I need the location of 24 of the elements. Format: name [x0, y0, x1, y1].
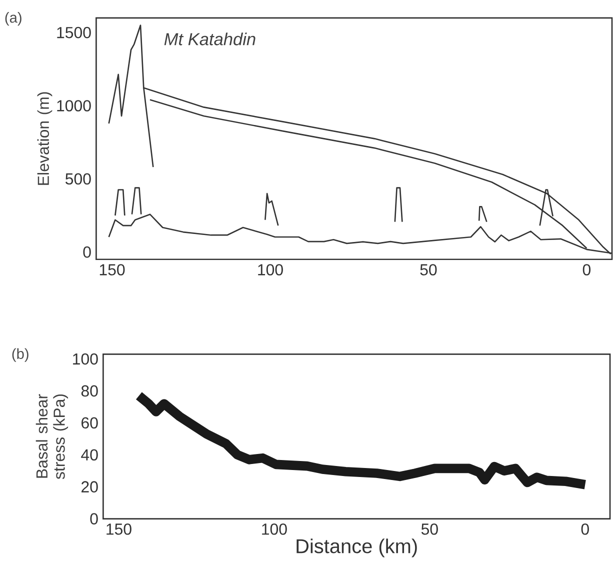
- x-tick-label: 100: [258, 264, 283, 276]
- y-tick-label: 1000: [57, 100, 91, 112]
- y-tick-label: 20: [82, 481, 98, 493]
- y-axis-title: Basal shear stress (kPa): [36, 394, 68, 480]
- chart-title: (a): [5, 12, 22, 26]
- y-tick-label: 40: [81, 449, 98, 461]
- y-axis-title: Elevation (m): [37, 92, 52, 185]
- x-tick-label: 100: [262, 524, 287, 535]
- y-tick-label: 500: [66, 173, 91, 185]
- x-tick-label: 150: [106, 524, 132, 535]
- x-axis-title: Distance (km): [296, 538, 417, 558]
- x-tick-label: 150: [100, 264, 125, 276]
- y-tick-label: 0: [83, 246, 91, 258]
- y-tick-label: 1500: [57, 27, 91, 38]
- annotation: Mt Katahdin: [164, 32, 256, 46]
- y-tick-label: 60: [82, 417, 98, 429]
- y-tick-label: 100: [73, 354, 98, 365]
- x-tick-label: 50: [421, 524, 438, 535]
- x-tick-label: 50: [420, 264, 437, 276]
- x-tick-label: 0: [582, 264, 591, 276]
- y-tick-label: 0: [90, 513, 98, 525]
- chart-title: (b): [12, 348, 28, 362]
- y-tick-label: 80: [81, 385, 98, 397]
- x-tick-label: 0: [581, 524, 589, 535]
